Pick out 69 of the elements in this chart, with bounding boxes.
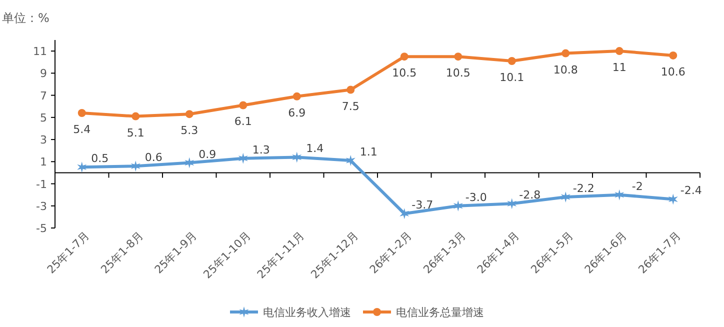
x-tick-label: 25年1-8月 bbox=[98, 228, 146, 276]
data-label: 6.9 bbox=[288, 106, 306, 120]
point bbox=[184, 157, 194, 168]
data-label: 0.9 bbox=[198, 148, 216, 161]
y-axis-title: 单位：% bbox=[2, 11, 50, 25]
data-label: 10.1 bbox=[500, 71, 524, 84]
data-label: 1.1 bbox=[360, 146, 378, 159]
data-label: 1.4 bbox=[306, 142, 324, 156]
x-tick-label: 26年1-6月 bbox=[582, 228, 630, 276]
data-label: 10.5 bbox=[392, 66, 417, 80]
point bbox=[346, 155, 356, 166]
data-label: 7.5 bbox=[342, 100, 360, 113]
data-label: 5.4 bbox=[73, 122, 91, 136]
x-tick-label: 26年1-5月 bbox=[528, 228, 576, 276]
data-label: 1.3 bbox=[252, 143, 270, 156]
data-label: 0.6 bbox=[144, 151, 162, 164]
data-label: -2.8 bbox=[519, 188, 541, 202]
point bbox=[346, 86, 355, 94]
point bbox=[669, 51, 678, 60]
point bbox=[453, 200, 463, 212]
data-label: 6.1 bbox=[234, 115, 252, 128]
data-label: 5.3 bbox=[180, 124, 198, 138]
data-label: -2.4 bbox=[680, 184, 702, 198]
point bbox=[400, 208, 410, 220]
y-tick-label: 3 bbox=[40, 134, 47, 147]
x-tick-label: 26年1-7月 bbox=[636, 228, 684, 276]
point bbox=[239, 101, 248, 110]
point bbox=[614, 189, 624, 200]
x-tick-label: 26年1-2月 bbox=[367, 228, 414, 276]
y-tick-label: -1 bbox=[36, 178, 47, 191]
point bbox=[292, 92, 301, 100]
point bbox=[77, 162, 87, 173]
point bbox=[562, 49, 570, 58]
x-tick-label: 26年1-4月 bbox=[474, 228, 522, 276]
data-label: 10.6 bbox=[660, 65, 686, 78]
point bbox=[185, 110, 194, 118]
legend-label: 电信业务总量增速 bbox=[396, 306, 484, 319]
data-label: 10.8 bbox=[553, 63, 578, 76]
point bbox=[560, 192, 570, 203]
data-label: -3.0 bbox=[465, 190, 487, 204]
point bbox=[507, 198, 517, 210]
data-label: 0.5 bbox=[91, 152, 109, 166]
y-tick-label: -5 bbox=[36, 222, 47, 235]
x-tick-label: 25年1-7月 bbox=[44, 228, 92, 276]
data-label: -2.2 bbox=[572, 182, 594, 196]
data-label: -2 bbox=[632, 180, 643, 193]
data-label: -3.7 bbox=[412, 198, 434, 212]
point bbox=[238, 152, 248, 164]
y-tick-label: 11 bbox=[33, 45, 47, 58]
point bbox=[130, 160, 140, 172]
point bbox=[508, 57, 516, 66]
point bbox=[132, 112, 140, 120]
y-tick-label: 5 bbox=[40, 111, 47, 124]
x-tick-label: 26年1-3月 bbox=[420, 228, 468, 276]
y-tick-label: 9 bbox=[40, 67, 47, 80]
y-tick-label: 7 bbox=[40, 89, 47, 102]
point bbox=[292, 152, 302, 163]
data-label: 10.5 bbox=[446, 66, 470, 80]
data-label: 5.1 bbox=[126, 126, 144, 140]
point bbox=[615, 47, 624, 56]
point bbox=[78, 108, 86, 117]
legend-label: 电信业务收入增速 bbox=[263, 306, 351, 319]
point bbox=[668, 194, 678, 205]
y-tick-label: -3 bbox=[36, 200, 47, 213]
x-tick-label: 25年1-9月 bbox=[152, 228, 200, 276]
point bbox=[454, 52, 462, 61]
data-label: 11 bbox=[612, 61, 626, 74]
y-tick-label: 1 bbox=[40, 156, 47, 169]
point bbox=[400, 52, 408, 61]
